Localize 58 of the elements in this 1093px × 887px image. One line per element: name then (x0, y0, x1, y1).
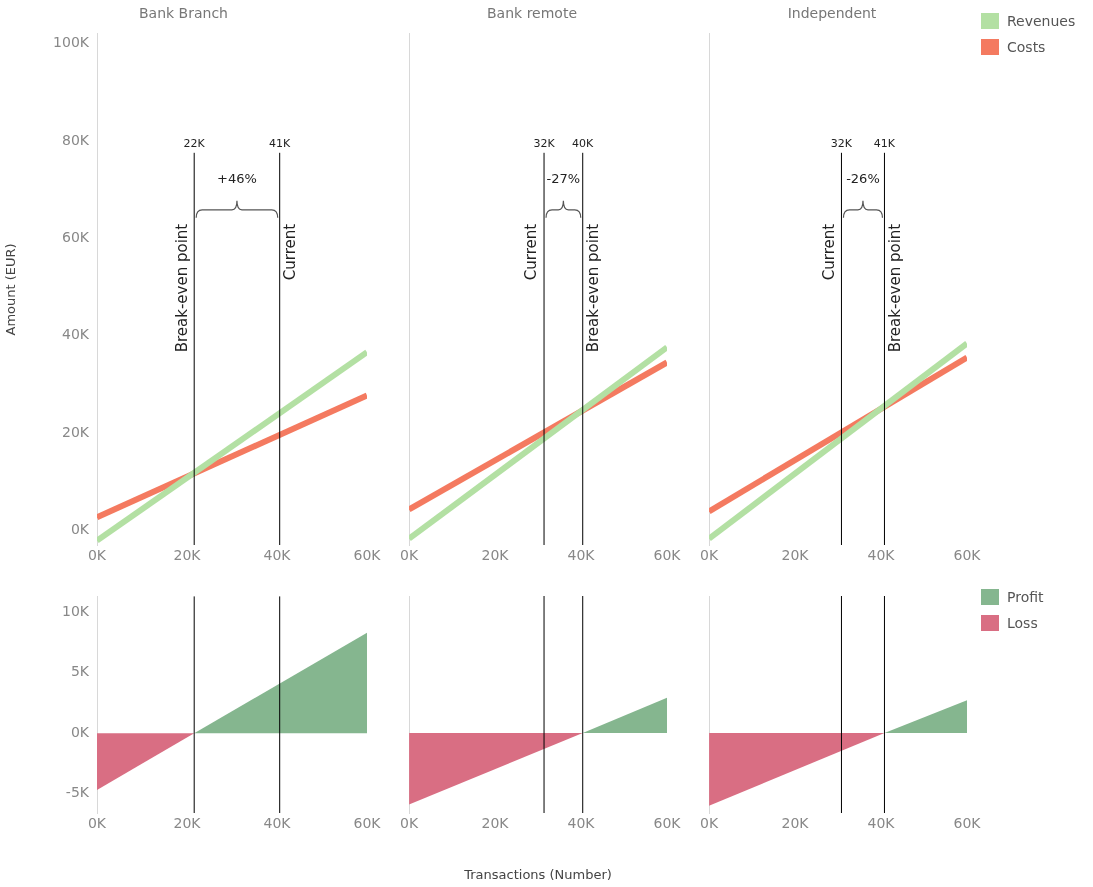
x-tick-label: 60K (953, 547, 982, 564)
y-tick-label: 100K (53, 34, 90, 51)
y-tick-label: 5K (70, 663, 90, 680)
legend-label: Costs (1007, 38, 1046, 55)
x-tick-label: 0K (87, 547, 107, 564)
x-tick-label: 20K (173, 815, 202, 832)
x-tick-label: 60K (353, 547, 382, 564)
x-tick-label: 0K (400, 815, 419, 832)
annotation: 22K (183, 136, 206, 150)
x-tick-label: 20K (481, 815, 510, 832)
legend-label: Loss (1007, 615, 1038, 631)
x-tick-label: 40K (867, 547, 896, 564)
y-tick-label: -5K (65, 784, 90, 801)
x-tick-label: 0K (700, 815, 719, 832)
x-tick-label: 0K (400, 547, 419, 564)
ref-line-label: Current (281, 223, 300, 281)
ref-line-label: Current (522, 223, 541, 281)
chart-title: Independent (787, 5, 877, 22)
annotation: 40K (572, 136, 595, 150)
y-tick-label: 10K (62, 602, 90, 619)
x-tick-label: 20K (781, 547, 810, 564)
y-tick-label: 40K (62, 326, 90, 343)
annotation: -27% (546, 171, 581, 187)
legend-label: Profit (1007, 589, 1044, 605)
x-tick-label: 0K (87, 815, 107, 832)
ref-line-label: Break-even point (172, 223, 191, 353)
y-tick-label: 60K (62, 228, 90, 245)
x-tick-label: 0K (700, 547, 719, 564)
chart-title: Bank remote (487, 5, 577, 22)
ref-line-label: Break-even point (584, 223, 603, 353)
x-tick-label: 60K (353, 815, 382, 832)
ref-line-label: Break-even point (885, 223, 904, 353)
annotation: 32K (830, 136, 853, 150)
annotation: 41K (269, 136, 292, 150)
legend-label: Revenues (1007, 12, 1076, 29)
x-axis-title: Transactions (Number) (463, 866, 612, 882)
annotation: +46% (217, 171, 257, 187)
y-tick-label: 80K (62, 131, 90, 148)
x-tick-label: 60K (653, 815, 682, 832)
chart-title: Bank Branch (139, 5, 228, 22)
ref-line-label: Current (819, 223, 838, 281)
annotation: 32K (533, 136, 556, 150)
x-tick-label: 40K (263, 547, 292, 564)
y-tick-label: 20K (62, 423, 90, 440)
x-tick-label: 20K (173, 547, 202, 564)
x-tick-label: 60K (953, 815, 982, 832)
y-tick-label: 0K (70, 723, 90, 740)
x-tick-label: 40K (263, 815, 292, 832)
y-tick-label: 0K (70, 521, 90, 538)
annotation: -26% (846, 171, 880, 187)
x-tick-label: 20K (481, 547, 510, 564)
y-axis-title: Amount (EUR) (3, 243, 19, 336)
annotation: 41K (873, 136, 896, 150)
x-tick-label: 40K (567, 815, 596, 832)
x-tick-label: 40K (567, 547, 596, 564)
x-tick-label: 60K (653, 547, 682, 564)
x-tick-label: 20K (781, 815, 810, 832)
x-tick-label: 40K (867, 815, 896, 832)
